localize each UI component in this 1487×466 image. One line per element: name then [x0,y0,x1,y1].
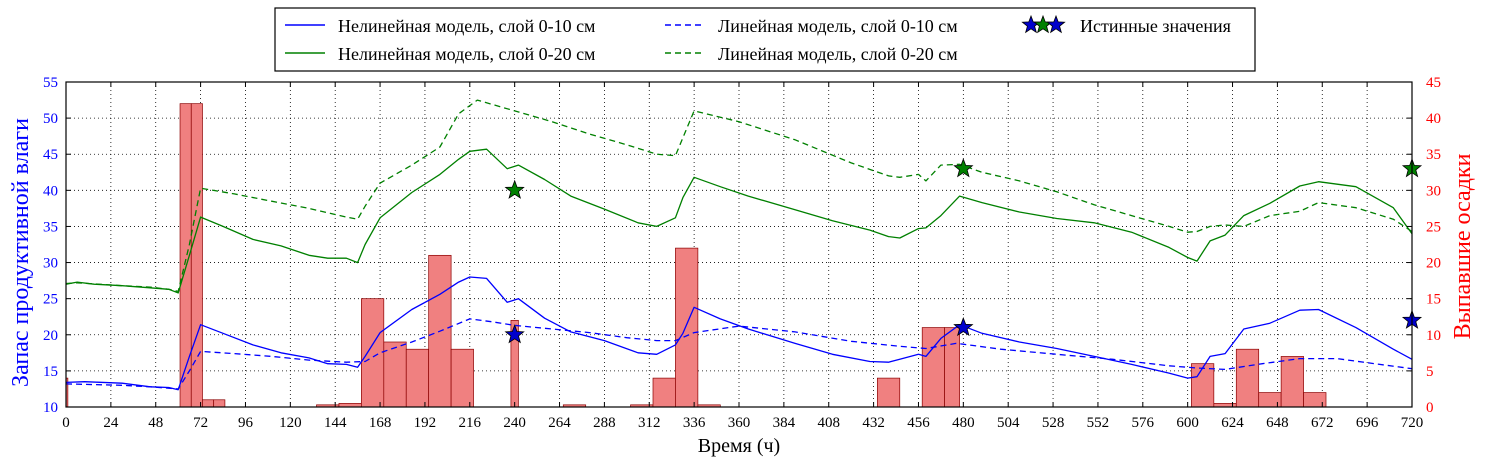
x-tick-label: 600 [1176,415,1199,431]
axis-ticks: 0 24 48 72 96 120 144 168 192 216 240 264 288 312 336 3… [43,75,1441,431]
y-tick-label-right: 25 [1426,219,1441,235]
legend-label: Линейная модель, слой 0-20 см [718,44,958,64]
precipitation-bar [383,341,407,408]
x-tick-label: 576 [1132,415,1155,431]
y-tick-label-left: 55 [43,75,58,91]
x-tick-label: 240 [503,415,526,431]
x-tick-label: 96 [238,415,254,431]
x-tick-label: 456 [907,415,930,431]
y-tick-label-right: 35 [1426,147,1441,163]
y-tick-label-right: 40 [1426,111,1441,127]
y-tick-label-left: 20 [43,328,58,344]
x-tick-label: 72 [193,415,208,431]
y-tick-label-left: 45 [43,147,58,163]
y-tick-label-right: 45 [1426,75,1441,91]
series-line-2 [65,148,1413,294]
x-tick-label: 168 [369,415,392,431]
x-tick-label: 144 [324,415,347,431]
x-tick-label: 648 [1266,415,1289,431]
x-tick-label: 384 [773,415,796,431]
x-axis-label: Время (ч) [698,435,780,457]
true-value-star-20 [953,158,974,178]
true-value-star-10 [504,324,525,344]
x-tick-label: 264 [548,415,571,431]
x-tick-label: 24 [103,415,119,431]
x-tick-label: 528 [1042,415,1065,431]
legend: Нелинейная модель, слой 0-10 см Линейная … [274,7,1256,72]
precipitation-bar [675,247,699,408]
precipitation-bar [944,327,960,408]
precipitation-bar [213,399,226,408]
precipitation-bar [361,298,385,408]
series-lines [65,99,1413,391]
precipitation-bar [652,377,676,408]
y-tick-label-left: 30 [43,256,58,272]
y-tick-label-left: 40 [43,183,58,199]
x-tick-label: 192 [414,415,437,431]
series-line-4 [65,99,1413,293]
precipitation-bar [1235,348,1260,408]
x-tick-label: 120 [279,415,302,431]
x-tick-label: 216 [459,415,482,431]
legend-box [274,7,1256,72]
precipitation-bars [65,103,1327,408]
grid [66,82,1412,407]
legend-label: Нелинейная модель, слой 0-10 см [338,16,595,36]
precipitation-bar [190,103,203,408]
x-tick-label: 0 [62,415,70,431]
y-tick-label-left: 50 [43,111,58,127]
y-tick-label-right: 15 [1426,292,1441,308]
y-tick-label-left: 15 [43,364,58,380]
precipitation-bar [1280,356,1304,408]
x-tick-label: 312 [638,415,661,431]
true-value-star-10 [953,316,974,337]
precipitation-bar [876,377,901,408]
legend-label: Линейная модель, слой 0-10 см [718,16,958,36]
y-tick-label-right: 5 [1426,364,1434,380]
precipitation-bar [1191,363,1215,408]
x-tick-label: 672 [1311,415,1334,431]
precipitation-bar [202,399,215,408]
x-tick-label: 720 [1401,415,1424,431]
legend-star-marker [1046,14,1066,34]
x-tick-label: 624 [1221,415,1244,431]
y-tick-label-left: 10 [43,400,58,416]
y-tick-label-right: 30 [1426,183,1441,199]
x-tick-label: 480 [952,415,975,431]
y-tick-label-right: 0 [1426,400,1434,416]
x-tick-label: 504 [997,415,1020,431]
series-line-3 [65,318,1413,390]
x-tick-label: 696 [1356,415,1379,431]
y-tick-label-right: 20 [1426,256,1441,272]
x-tick-label: 288 [593,415,616,431]
y-axis-label-right: Выпавшие осадки [1450,153,1476,339]
y-tick-label-left: 35 [43,219,58,235]
y-axis-label-left: Запас продуктивной влаги [8,118,34,387]
x-tick-label: 408 [817,415,840,431]
precipitation-bar [921,327,945,408]
x-tick-label: 48 [148,415,163,431]
x-tick-label: 432 [862,415,885,431]
y-tick-label-right: 10 [1426,328,1441,344]
precipitation-bar [405,348,430,408]
x-tick-label: 552 [1087,415,1110,431]
legend-label: Нелинейная модель, слой 0-20 см [338,44,595,64]
legend-label: Истинные значения [1080,16,1231,36]
x-tick-label: 360 [728,415,751,431]
x-tick-label: 336 [683,415,706,431]
y-tick-label-left: 25 [43,292,58,308]
true-value-star-20 [504,179,525,199]
precipitation-bar [450,348,474,408]
